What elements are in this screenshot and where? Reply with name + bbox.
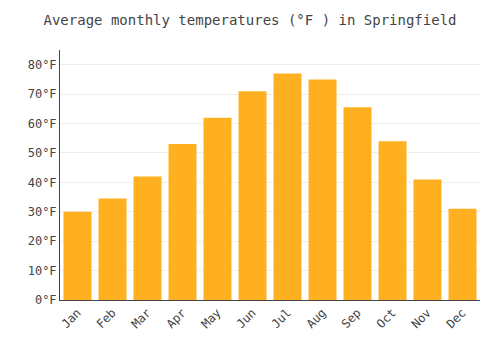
svg-text:Jul: Jul [269, 306, 294, 331]
svg-text:80°F: 80°F [28, 58, 57, 72]
svg-text:Nov: Nov [409, 306, 434, 331]
svg-text:Dec: Dec [444, 306, 469, 331]
svg-text:May: May [199, 306, 224, 331]
svg-text:10°F: 10°F [28, 264, 57, 278]
svg-text:70°F: 70°F [28, 87, 57, 101]
svg-text:Apr: Apr [164, 306, 189, 331]
svg-text:Aug: Aug [304, 306, 329, 331]
svg-text:50°F: 50°F [28, 146, 57, 160]
svg-text:30°F: 30°F [28, 205, 57, 219]
svg-text:20°F: 20°F [28, 234, 57, 248]
svg-text:60°F: 60°F [28, 117, 57, 131]
svg-text:Oct: Oct [374, 306, 399, 331]
svg-text:Sep: Sep [339, 306, 364, 331]
svg-text:Jan: Jan [59, 306, 84, 331]
svg-text:Average monthly temperatures (: Average monthly temperatures (°F ) in Sp… [43, 12, 456, 28]
svg-text:0°F: 0°F [35, 293, 57, 307]
svg-text:40°F: 40°F [28, 176, 57, 190]
svg-text:Jun: Jun [234, 306, 259, 331]
svg-text:Feb: Feb [94, 306, 119, 331]
svg-text:Mar: Mar [129, 306, 154, 331]
